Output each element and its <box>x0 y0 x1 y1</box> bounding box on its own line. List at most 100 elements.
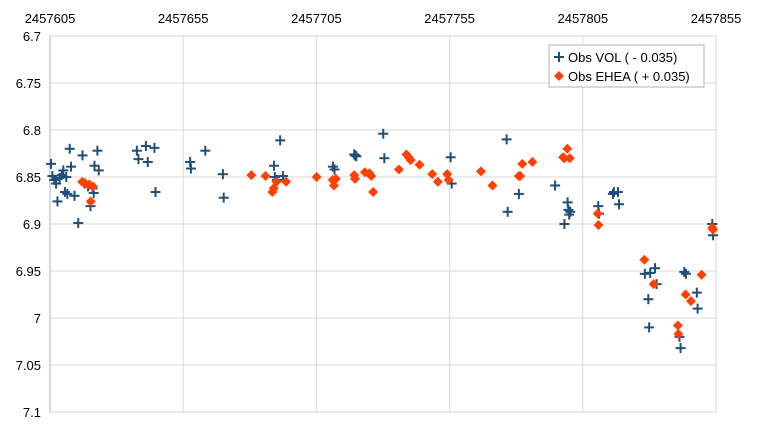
ehea-point <box>85 196 96 207</box>
ehea-point <box>564 153 575 164</box>
vol-point <box>46 158 57 169</box>
vol-point <box>502 206 513 217</box>
legend-box <box>548 44 705 88</box>
ehea-point <box>680 289 691 300</box>
y-tick-label: 6.8 <box>23 123 41 138</box>
ehea-point <box>271 176 282 187</box>
ehea-point <box>515 171 526 182</box>
plot-axes <box>49 36 716 413</box>
ehea-point <box>593 219 604 230</box>
ehea-point <box>311 172 322 182</box>
ehea-point <box>246 170 257 181</box>
x-tick-label: 2457655 <box>158 11 209 26</box>
vol-point <box>73 218 84 229</box>
x-tick-label: 2457705 <box>291 11 342 26</box>
vol-point <box>278 171 289 182</box>
y-tick-label: 6.85 <box>16 170 41 185</box>
vol-point <box>140 140 151 151</box>
ehea-point <box>366 171 377 182</box>
legend-ehea-marker <box>554 71 564 81</box>
vol-point <box>51 178 62 189</box>
ehea-point <box>260 171 271 182</box>
vol-point <box>150 187 161 198</box>
y-tick-label: 6.9 <box>23 217 41 232</box>
ehea-point <box>393 164 404 175</box>
ehea-point <box>639 254 650 265</box>
ehea-point <box>673 328 684 339</box>
vol-point <box>275 135 286 146</box>
ehea-point <box>487 180 498 191</box>
vol-point <box>679 266 690 277</box>
vol-point <box>550 180 561 191</box>
x-tick-labels: 2457605 2457655 2457705 2457755 2457805 24578… <box>25 11 742 26</box>
vol-point <box>66 161 77 172</box>
vol-point <box>185 163 196 174</box>
vol-point <box>64 143 75 154</box>
vol-point <box>62 188 73 199</box>
ehea-point <box>350 173 361 184</box>
vol-point <box>614 199 625 210</box>
legend-vol-marker <box>554 52 564 62</box>
ehea-point <box>527 156 538 167</box>
ehea-point <box>87 181 98 192</box>
vol-point <box>269 160 280 171</box>
vol-point <box>133 154 144 165</box>
vol-point <box>61 172 72 182</box>
vol-point <box>445 152 456 163</box>
legend-label-vol: Obs VOL ( - 0.035) <box>568 50 677 65</box>
vol-point <box>645 267 656 278</box>
ehea-point <box>414 159 425 170</box>
vol-point <box>643 294 654 305</box>
vol-point <box>56 170 67 181</box>
ehea-point <box>476 166 487 177</box>
vol-point <box>93 165 104 176</box>
x-tick-label: 2457855 <box>691 11 742 26</box>
y-tick-label: 6.75 <box>16 76 41 91</box>
ehea-point <box>517 158 528 169</box>
ehea-point <box>281 176 292 187</box>
ehea-point <box>330 173 341 184</box>
vol-point <box>607 188 618 199</box>
vol-point <box>218 192 229 203</box>
vol-point <box>52 196 63 207</box>
ehea-point <box>562 143 573 154</box>
vol-point <box>92 145 103 156</box>
vol-point <box>142 156 153 167</box>
vol-point <box>565 206 576 217</box>
y-tick-labels: 6.7 6.75 6.8 6.85 6.9 6.95 7 7.05 7.1 <box>16 29 41 420</box>
ehea-point <box>708 224 719 235</box>
vol-point <box>513 188 524 199</box>
vol-point <box>501 134 512 145</box>
vol-point <box>644 322 655 333</box>
vol-point <box>379 153 390 164</box>
ehea-point <box>368 187 379 198</box>
y-tick-label: 6.7 <box>23 29 41 44</box>
vol-point <box>691 287 702 298</box>
ehea-point <box>559 153 570 164</box>
vol-point <box>378 128 389 139</box>
vol-point <box>217 169 228 180</box>
x-tick-label: 2457605 <box>25 11 76 26</box>
ehea-point <box>427 169 438 180</box>
vol-point <box>69 190 80 201</box>
ehea-point <box>432 176 443 187</box>
vol-point <box>675 343 686 354</box>
vol-point <box>680 268 691 279</box>
legend: Obs VOL ( - 0.035) Obs EHEA ( + 0.035) <box>548 44 705 88</box>
legend-label-ehea: Obs EHEA ( + 0.035) <box>568 69 690 84</box>
y-tick-label: 7.1 <box>23 405 41 420</box>
ehea-point <box>443 174 454 185</box>
x-tick-label: 2457755 <box>424 11 475 26</box>
vol-point <box>58 165 69 176</box>
y-tick-label: 7 <box>34 311 41 326</box>
vol-point <box>200 145 211 156</box>
vol-point <box>692 303 703 314</box>
ehea-point <box>696 269 707 280</box>
x-tick-label: 2457805 <box>557 11 608 26</box>
y-tick-label: 7.05 <box>16 358 41 373</box>
ehea-point <box>405 155 416 166</box>
y-tick-label: 6.95 <box>16 264 41 279</box>
vol-point <box>612 187 623 198</box>
ehea-point <box>648 279 659 290</box>
